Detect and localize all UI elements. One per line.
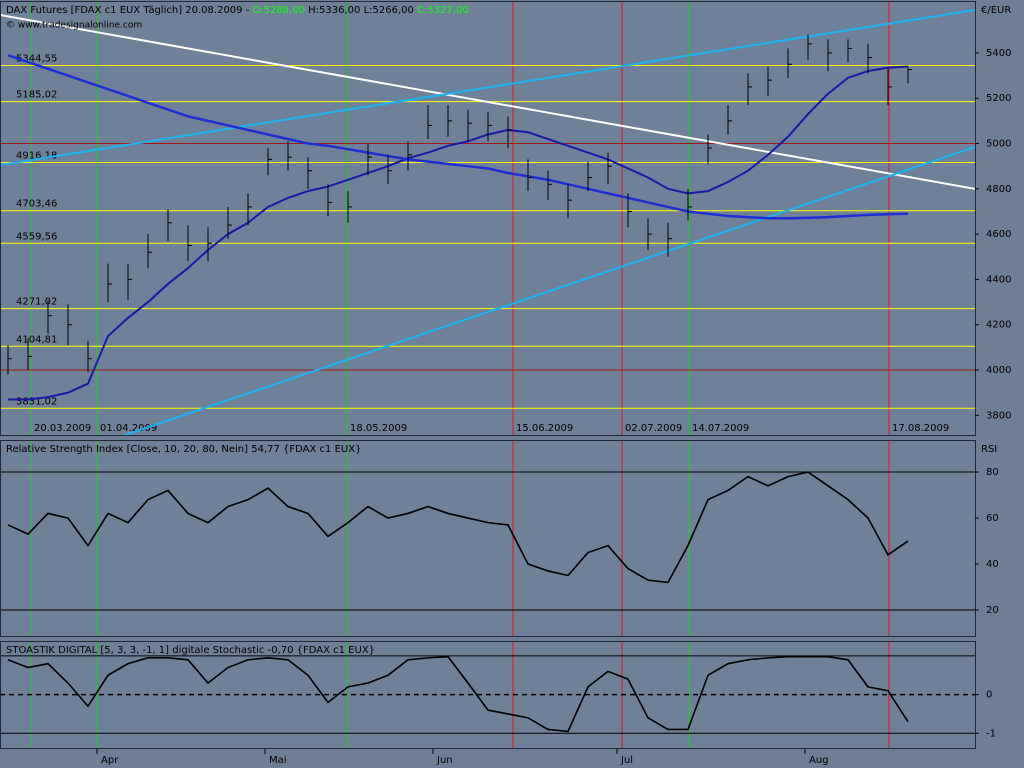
y-tick-label: 5400: [986, 48, 1011, 59]
trend-line: [121, 145, 975, 435]
x-tick-label: Mai: [269, 755, 287, 766]
axes: 3800 4000 4200 4400 4600 4800 5000 5200 5400 20 40…: [96, 48, 1011, 766]
source: © www.tradesignalonline.com: [6, 21, 142, 31]
event-label: 01.04.2009: [100, 423, 157, 434]
y-tick-label: 4000: [986, 365, 1011, 376]
line-series: [7, 471, 909, 584]
event-label: 18.05.2009: [350, 423, 407, 434]
y-tick-label: 40: [986, 559, 999, 570]
level-label: 4916,18: [16, 151, 57, 162]
event-label: 15.06.2009: [516, 423, 573, 434]
level-label: 5185,02: [16, 90, 57, 101]
y-tick-label: -1: [986, 728, 996, 739]
level-label: 4271,02: [16, 297, 57, 308]
line-series: [7, 54, 909, 220]
rsi-title: Relative Strength Index [Close, 10, 20, …: [6, 444, 361, 455]
event-label: 02.07.2009: [625, 423, 682, 434]
stochastic-plot: [1, 642, 975, 748]
x-tick-label: Jun: [436, 755, 453, 766]
level-label: 4104,81: [16, 334, 57, 345]
y-tick-label: 5000: [986, 139, 1011, 150]
y-tick-label: 20: [986, 605, 999, 616]
header-close: C:5327,00: [417, 5, 469, 16]
level-label: 4559,56: [16, 231, 57, 242]
y-tick-label: 3800: [986, 410, 1011, 421]
rsi-panel: [0, 440, 976, 637]
line-series: [8, 65, 909, 401]
y-tick-label: 4800: [986, 184, 1011, 195]
rsi-plot: [1, 441, 975, 636]
header-low: L:5266,00: [364, 5, 414, 16]
event-label: 14.07.2009: [692, 423, 749, 434]
y-tick-label: 5200: [986, 93, 1011, 104]
y-tick-label: 4400: [986, 274, 1011, 285]
y-tick-label: 0: [986, 690, 992, 701]
x-tick-label: Jul: [620, 755, 633, 766]
event-label: 20.03.2009: [34, 423, 91, 434]
y-tick-label: 4200: [986, 320, 1011, 331]
level-label: 3831,02: [16, 396, 57, 407]
price-unit: €/EUR: [981, 5, 1011, 16]
y-tick-label: 4600: [986, 229, 1011, 240]
y-tick-label: 60: [986, 513, 999, 524]
level-label: 4703,46: [16, 199, 57, 210]
stochastic-title: STOASTIK DIGITAL [5, 3, 3, -1, 1] digita…: [6, 645, 375, 656]
x-tick-label: Aug: [809, 755, 829, 766]
line-series: [7, 655, 909, 733]
level-label: 5344,55: [16, 54, 57, 65]
header-title: DAX Futures [FDAX c1 EUX Täglich] 20.08.…: [6, 5, 250, 16]
trend-line: [1, 8, 975, 166]
y-tick-label: 80: [986, 467, 999, 478]
rsi-unit: RSI: [981, 444, 997, 455]
trend-line: [1, 14, 975, 190]
x-tick-label: Apr: [101, 755, 119, 766]
header-high: H:5336,00: [308, 5, 360, 16]
header-open: O:5288,00: [253, 5, 305, 16]
price-plot: 20.03.2009 01.04.2009 18.05.2009 15.06.2009…: [1, 2, 975, 435]
price-header: DAX Futures [FDAX c1 EUX Täglich] 20.08.…: [6, 5, 469, 16]
event-label: 17.08.2009: [892, 423, 949, 434]
